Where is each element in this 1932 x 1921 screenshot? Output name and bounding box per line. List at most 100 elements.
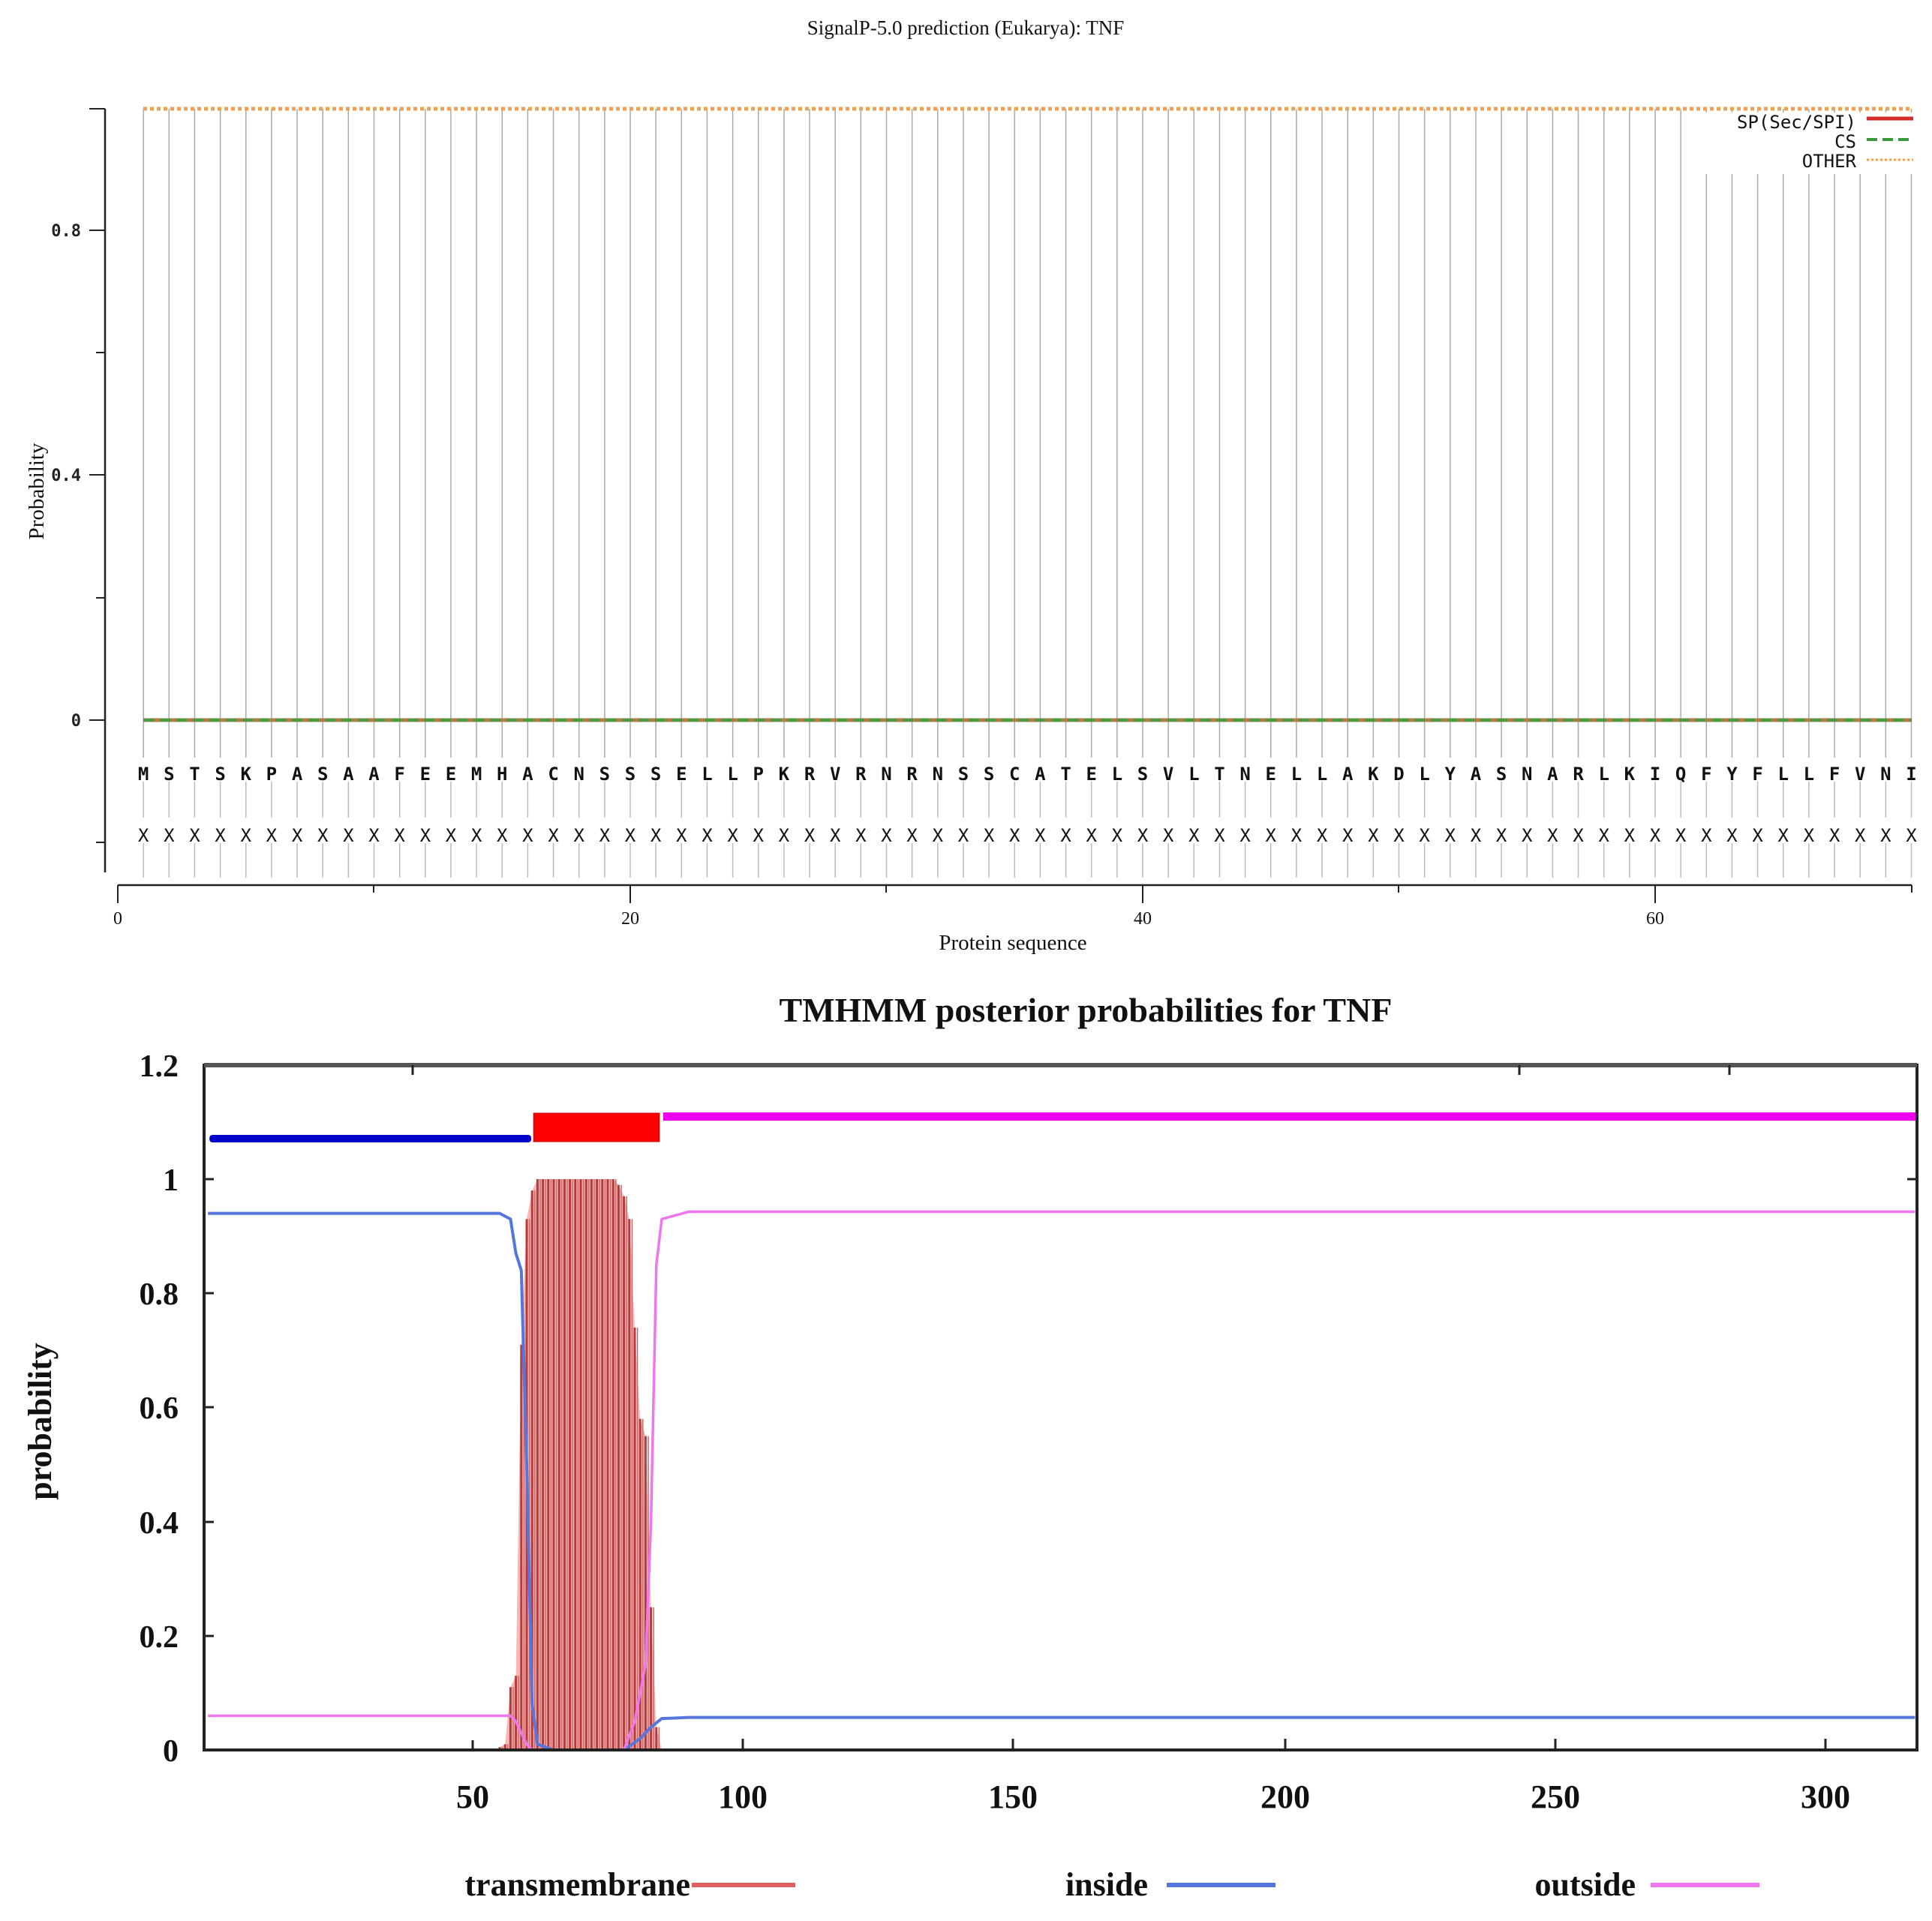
- residue-letter: S: [625, 764, 635, 785]
- residue-letter: M: [471, 764, 482, 785]
- annotation-letter: X: [779, 825, 790, 846]
- residue-letter: R: [855, 764, 867, 785]
- x-tick-label: 0: [113, 909, 122, 929]
- annotation-letter: X: [1598, 825, 1609, 846]
- annotation-letter: X: [1855, 825, 1866, 846]
- annotation-letter: X: [1624, 825, 1636, 846]
- transmembrane-bars: [498, 1179, 662, 1750]
- annotation-letter: X: [1239, 825, 1251, 846]
- residue-letter: R: [804, 764, 816, 785]
- annotation-letter: X: [266, 825, 278, 846]
- annotation-letter: X: [1829, 825, 1840, 846]
- signalp-series: [143, 107, 1912, 722]
- annotation-letter: X: [1471, 825, 1482, 846]
- residue-letter: L: [1778, 764, 1789, 785]
- annotation-letter: X: [1342, 825, 1354, 846]
- signalp-chart: SignalP-5.0 prediction (Eukarya): TNF 0.…: [25, 17, 1921, 955]
- residue-letter: A: [343, 764, 354, 785]
- annotation-letter: X: [651, 825, 662, 846]
- annotation-letter: X: [1547, 825, 1558, 846]
- annotation-letter: X: [1060, 825, 1071, 846]
- annotation-letter: X: [1137, 825, 1149, 846]
- annotation-letter: X: [1188, 825, 1200, 846]
- x-tick-label: 60: [1646, 909, 1664, 929]
- annotation-letter: X: [1778, 825, 1789, 846]
- residue-letter: E: [676, 764, 687, 785]
- signalp-x-axis-label: Protein sequence: [939, 931, 1086, 955]
- signalp-title: SignalP-5.0 prediction (Eukarya): TNF: [807, 17, 1124, 39]
- legend-label-inside: inside: [1065, 1866, 1148, 1903]
- tmhmm-title: TMHMM posterior probabilities for TNF: [780, 991, 1393, 1029]
- residue-letter: I: [1906, 764, 1916, 785]
- residue-letter: E: [446, 764, 456, 785]
- residue-letter: A: [1471, 764, 1482, 785]
- residue-letter: F: [1829, 764, 1840, 785]
- signalp-y-axis: 0.8 0.4 0 Probability: [25, 108, 107, 872]
- annotation-letter: X: [1752, 825, 1763, 846]
- residue-letter: E: [1086, 764, 1096, 785]
- residue-letter: K: [779, 764, 790, 785]
- residue-letter: Y: [1726, 764, 1738, 785]
- residue-letter: N: [1239, 764, 1250, 785]
- residue-letter: S: [215, 764, 225, 785]
- annotation-letter: X: [138, 825, 149, 846]
- annotation-letter: X: [1112, 825, 1123, 846]
- legend-label-outside: outside: [1535, 1866, 1636, 1903]
- residue-letter: T: [1060, 764, 1071, 785]
- residue-letter: L: [1804, 764, 1814, 785]
- annotation-letter: X: [343, 825, 354, 846]
- annotation-letter: X: [1419, 825, 1430, 846]
- residue-letter: M: [138, 764, 149, 785]
- annotation-letter: X: [984, 825, 995, 846]
- signalp-y-axis-label: Probability: [25, 443, 49, 539]
- x-tick-label: 150: [988, 1778, 1038, 1815]
- tmhmm-y-axis: 1.2 1 0.8 0.6 0.4 0.2 0 probability: [22, 1049, 1917, 1769]
- residue-letter: S: [984, 764, 994, 785]
- annotation-letter: X: [1009, 825, 1020, 846]
- signalp-x-axis: 0 20 40 60 Protein sequence: [113, 884, 1912, 955]
- residue-letter: A: [522, 764, 533, 785]
- residue-letter: S: [599, 764, 610, 785]
- y-tick-label: 0: [163, 1734, 179, 1769]
- residue-letter: I: [1650, 764, 1660, 785]
- annotation-letter: X: [1496, 825, 1507, 846]
- annotation-letter: X: [548, 825, 559, 846]
- residue-letter: S: [164, 764, 174, 785]
- residue-letter: S: [958, 764, 969, 785]
- annotation-letter: X: [1393, 825, 1405, 846]
- annotation-letter: X: [1445, 825, 1456, 846]
- residue-letter: E: [420, 764, 431, 785]
- annotation-letter: X: [1214, 825, 1225, 846]
- annotation-letter: X: [189, 825, 200, 846]
- residue-letter: E: [1266, 764, 1276, 785]
- residue-letter: T: [1214, 764, 1224, 785]
- annotation-letter: X: [933, 825, 944, 846]
- x-tick-label: 250: [1531, 1778, 1580, 1815]
- annotation-letter: X: [1035, 825, 1046, 846]
- y-tick-label: 0.8: [51, 222, 81, 241]
- annotation-letter: X: [1291, 825, 1303, 846]
- annotation-letter: X: [1317, 825, 1328, 846]
- residue-letter: K: [1368, 764, 1379, 785]
- signalp-legend: SP(Sec/SPI) CS OTHER: [1703, 112, 1921, 174]
- annotation-letter: X: [368, 825, 380, 846]
- residue-letter: L: [1419, 764, 1429, 785]
- annotation-letter: X: [317, 825, 329, 846]
- annotation-letter: X: [727, 825, 738, 846]
- outside-curve: [208, 1210, 1915, 1751]
- residue-letter: S: [651, 764, 661, 785]
- annotation-letter: X: [215, 825, 226, 846]
- residue-letter: V: [1163, 764, 1173, 785]
- residue-letter: A: [292, 764, 303, 785]
- annotation-letter: X: [1906, 825, 1917, 846]
- annotation-letter: X: [1675, 825, 1687, 846]
- y-tick-label: 1.2: [140, 1049, 179, 1084]
- annotation-letter: X: [1701, 825, 1712, 846]
- residue-letter: C: [548, 764, 558, 785]
- annotation-letter: X: [804, 825, 816, 846]
- x-tick-label: 20: [621, 909, 639, 929]
- annotation-letter: X: [420, 825, 431, 846]
- residue-letter: R: [906, 764, 918, 785]
